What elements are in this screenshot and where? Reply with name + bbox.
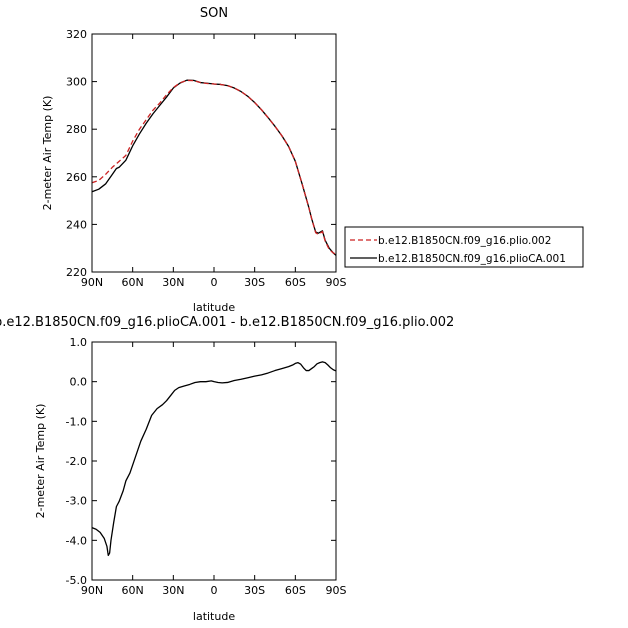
bottom-x-tick-label-0: 90N xyxy=(81,584,103,597)
bottom-x-tick-label-6: 90S xyxy=(326,584,347,597)
top-x-tick-label-4: 30S xyxy=(244,276,265,289)
bottom-x-tick-label-2: 30N xyxy=(162,584,184,597)
bottom-difference-chart: b.e12.B1850CN.f09_g16.plioCA.001 - b.e12… xyxy=(0,315,454,623)
bottom-y-tick-label-1: -4.0 xyxy=(66,534,87,547)
top-y-tick-label-5: 320 xyxy=(66,28,87,41)
top-x-tick-label-2: 30N xyxy=(162,276,184,289)
top-x-tick-label-0: 90N xyxy=(81,276,103,289)
top-x-tick-label-5: 60S xyxy=(285,276,306,289)
top-chart-title: SON xyxy=(200,6,228,21)
top-chart-xlabel: latitude xyxy=(193,301,235,314)
top-chart-legend: b.e12.B1850CN.f09_g16.plio.002 b.e12.B18… xyxy=(344,226,584,268)
bottom-y-tick-label-5: 0.0 xyxy=(70,376,88,389)
top-x-tick-label-1: 60N xyxy=(122,276,144,289)
top-temperature-chart: SON 2-meter Air Temp (K) latitude 90N 60N… xyxy=(41,6,584,314)
bottom-x-tick-label-3: 0 xyxy=(211,584,218,597)
bottom-plot-frame xyxy=(91,341,337,581)
bottom-chart-title: b.e12.B1850CN.f09_g16.plioCA.001 - b.e12… xyxy=(0,315,454,330)
bottom-chart-xlabel: latitude xyxy=(193,610,235,623)
top-y-tick-label-3: 280 xyxy=(66,123,87,136)
bottom-chart-marks: 90N 60N 30N 0 30S 60S 90S -5.0 -4.0 -3.0 -2.0 -1.0 0… xyxy=(66,336,347,597)
legend-label-plioca: b.e12.B1850CN.f09_g16.plioCA.001 xyxy=(378,253,566,265)
top-y-tick-label-2: 260 xyxy=(66,171,87,184)
bottom-y-tick-label-2: -3.0 xyxy=(66,495,87,508)
top-x-tick-label-3: 0 xyxy=(211,276,218,289)
bottom-y-tick-label-0: -5.0 xyxy=(66,574,87,587)
bottom-y-tick-label-4: -1.0 xyxy=(66,415,87,428)
top-chart-marks: 90N 60N 30N 0 30S 60S 90S 220 240 260 280 300 320 xyxy=(66,28,347,289)
bottom-series-line-0 xyxy=(91,361,337,557)
legend-label-plio: b.e12.B1850CN.f09_g16.plio.002 xyxy=(378,235,551,247)
bottom-x-tick-label-5: 60S xyxy=(285,584,306,597)
top-y-tick-label-4: 300 xyxy=(66,76,87,89)
bottom-x-tick-label-4: 30S xyxy=(244,584,265,597)
top-series-line-1 xyxy=(91,79,337,256)
bottom-y-tick-label-6: 1.0 xyxy=(70,336,88,349)
legend-box xyxy=(344,226,584,268)
top-y-tick-label-0: 220 xyxy=(66,266,87,279)
top-plot-frame xyxy=(91,33,337,273)
top-y-tick-label-1: 240 xyxy=(66,218,87,231)
bottom-x-tick-label-1: 60N xyxy=(122,584,144,597)
bottom-chart-ylabel: 2-meter Air Temp (K) xyxy=(34,404,47,519)
top-series-line-0 xyxy=(91,79,337,255)
bottom-y-tick-label-3: -2.0 xyxy=(66,455,87,468)
top-chart-ylabel: 2-meter Air Temp (K) xyxy=(41,96,54,211)
top-x-tick-label-6: 90S xyxy=(326,276,347,289)
